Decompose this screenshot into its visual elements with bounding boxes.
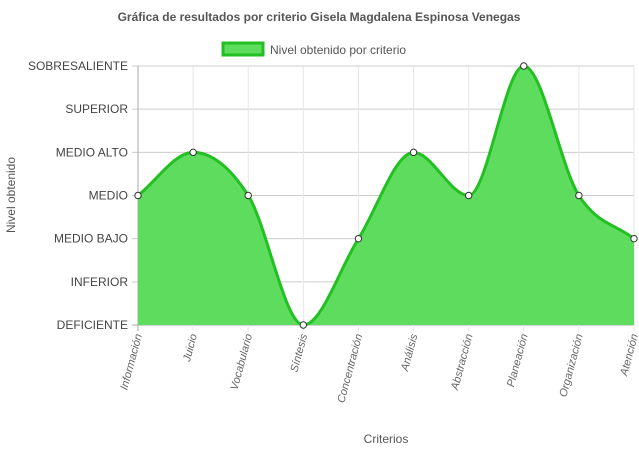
series-line: [137, 64, 635, 327]
y-tick-label: MEDIO: [89, 189, 128, 203]
x-tick-label: Análisis: [399, 332, 421, 373]
area-layer: [137, 64, 635, 327]
points: [134, 62, 638, 329]
y-axis-title: Nivel obtenido: [4, 157, 18, 233]
y-tick-labels: DEFICIENTE INFERIOR MEDIO BAJO MEDIO MEDIO A…: [28, 59, 128, 332]
data-point-0[interactable]: [134, 191, 142, 200]
y-tick-label: SUPERIOR: [65, 102, 128, 116]
data-point-8[interactable]: [575, 191, 583, 200]
legend-swatch: [221, 41, 265, 57]
y-tick-label: MEDIO ALTO: [56, 145, 128, 159]
x-tick-label: Planeación: [505, 333, 531, 389]
data-point-9[interactable]: [630, 234, 638, 243]
x-tick-label: Organización: [557, 333, 585, 399]
x-tick-labels: Información Juicio Vocabulario Síntesis Conc…: [118, 332, 639, 404]
legend[interactable]: Nivel obtenido por criterio: [221, 41, 406, 57]
legend-label: Nivel obtenido por criterio: [270, 43, 406, 57]
x-tick-label: Atención: [618, 333, 639, 378]
data-point-6[interactable]: [464, 191, 473, 200]
y-tick-label: SOBRESALIENTE: [28, 59, 128, 73]
data-point-2[interactable]: [244, 191, 252, 200]
chart-title: Gráfica de resultados por criterio Gisel…: [118, 10, 521, 24]
data-point-4[interactable]: [354, 234, 363, 243]
y-tick-label: DEFICIENTE: [57, 318, 128, 332]
x-tick-label: Síntesis: [289, 332, 311, 373]
x-tick-label: Concentración: [335, 333, 365, 405]
y-tick-label: INFERIOR: [71, 275, 129, 289]
data-point-3[interactable]: [299, 321, 308, 329]
data-point-1[interactable]: [189, 148, 197, 157]
y-tick-label: MEDIO BAJO: [54, 232, 128, 246]
x-tick-label: Abstracción: [449, 333, 476, 393]
data-point-7[interactable]: [520, 62, 528, 70]
x-tick-label: Vocabulario: [229, 333, 256, 392]
data-point-5[interactable]: [409, 148, 418, 157]
series-area: [138, 66, 634, 325]
x-tick-label: Juicio: [181, 333, 200, 364]
x-tick-label: Información: [118, 333, 144, 392]
x-axis-title: Criterios: [364, 432, 409, 446]
